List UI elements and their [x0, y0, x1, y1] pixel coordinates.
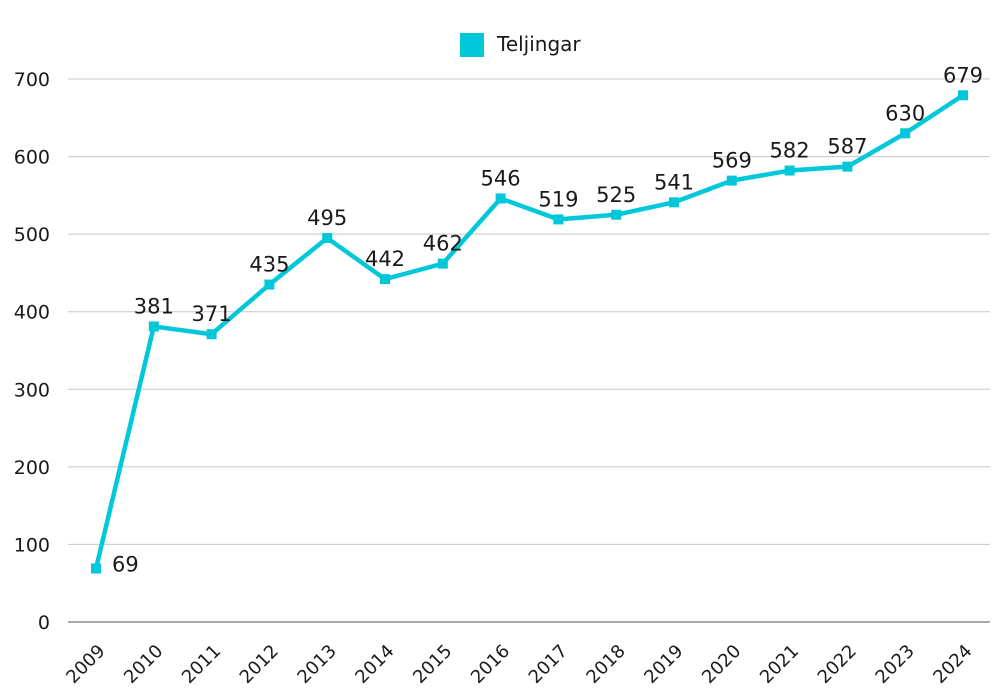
data-label: 679: [943, 63, 983, 87]
y-tick-label: 300: [14, 379, 50, 401]
x-tick-label: 2020: [698, 641, 745, 688]
data-point: [958, 90, 968, 101]
data-label: 569: [712, 149, 752, 173]
x-tick-label: 2016: [467, 641, 514, 688]
y-tick-label: 0: [38, 612, 50, 634]
x-tick-label: 2012: [236, 641, 283, 688]
data-label: 630: [885, 101, 925, 125]
data-label: 525: [596, 183, 636, 207]
data-point: [91, 563, 101, 574]
x-axis-ticks: 2009 2010 2011 2012 2013 2014 2015 2016 2017 2018…: [62, 641, 976, 688]
y-tick-label: 700: [14, 69, 50, 91]
x-tick-label: 2010: [120, 641, 167, 688]
data-label: 587: [827, 135, 867, 159]
legend: Teljingar: [460, 32, 581, 57]
series-line: [93, 93, 966, 571]
x-tick-label: 2014: [351, 641, 398, 688]
data-label: 442: [365, 247, 405, 271]
y-tick-label: 200: [14, 457, 50, 479]
y-tick-label: 500: [14, 224, 50, 246]
x-tick-label: 2015: [409, 641, 456, 688]
data-label: 519: [538, 187, 578, 211]
data-label: 582: [770, 139, 810, 163]
y-tick-label: 600: [14, 147, 50, 169]
data-point: [900, 128, 911, 139]
data-point: [784, 165, 795, 176]
y-axis-ticks: 0 100 200 300 400 500 600 700: [14, 69, 50, 634]
data-point: [553, 214, 564, 225]
data-label: 69: [112, 552, 139, 576]
series-lines: [93, 93, 966, 571]
x-tick-label: 2009: [62, 641, 109, 688]
data-point: [495, 193, 506, 204]
gridlines: [68, 78, 990, 623]
data-label: 371: [192, 302, 232, 326]
data-point: [380, 274, 390, 285]
data-point: [611, 209, 622, 220]
data-label: 381: [134, 294, 174, 318]
data-point: [669, 197, 679, 208]
x-tick-label: 2013: [293, 641, 340, 688]
legend-swatch: [460, 33, 484, 57]
x-tick-label: 2022: [814, 641, 861, 688]
data-label: 546: [481, 166, 521, 190]
data-point: [726, 175, 737, 186]
data-labels: 69 381 371 435 495 442 462 546 519 525 541 569 582 58…: [112, 63, 983, 576]
legend-label: Teljingar: [496, 32, 581, 56]
data-label: 541: [654, 170, 694, 194]
data-point: [206, 329, 217, 340]
data-point: [437, 258, 448, 269]
data-label: 435: [249, 253, 289, 277]
x-tick-label: 2011: [178, 641, 225, 688]
x-tick-label: 2019: [640, 641, 687, 688]
y-tick-label: 100: [14, 534, 50, 556]
data-point: [322, 233, 333, 244]
data-label: 462: [423, 232, 463, 256]
data-point: [842, 161, 853, 172]
x-tick-label: 2024: [929, 641, 976, 688]
x-tick-label: 2023: [871, 641, 918, 688]
series-markers: [91, 90, 968, 574]
x-tick-label: 2021: [756, 641, 803, 688]
x-tick-label: 2018: [582, 641, 629, 688]
data-point: [264, 279, 275, 290]
y-tick-label: 400: [14, 302, 50, 324]
data-label: 495: [307, 206, 347, 230]
x-tick-label: 2017: [525, 641, 572, 688]
data-point: [148, 321, 159, 332]
